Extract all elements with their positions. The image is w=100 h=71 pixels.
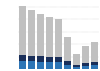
Bar <box>91 42 98 62</box>
Bar <box>28 56 35 61</box>
Bar <box>82 46 89 63</box>
Bar <box>73 54 80 65</box>
Bar <box>28 10 35 56</box>
Bar <box>82 63 89 66</box>
Bar <box>82 66 89 69</box>
Bar <box>19 61 26 69</box>
Bar <box>73 65 80 67</box>
Bar <box>73 67 80 69</box>
Bar <box>37 14 44 56</box>
Bar <box>46 62 53 69</box>
Bar <box>91 65 98 69</box>
Bar <box>55 19 62 57</box>
Bar <box>64 61 71 65</box>
Bar <box>46 17 53 57</box>
Bar <box>64 65 71 69</box>
Bar <box>28 61 35 69</box>
Bar <box>55 62 62 69</box>
Bar <box>64 37 71 61</box>
Bar <box>19 6 26 55</box>
Bar <box>37 62 44 69</box>
Bar <box>46 57 53 62</box>
Bar <box>37 56 44 62</box>
Bar <box>55 57 62 62</box>
Bar <box>91 62 98 65</box>
Bar <box>19 55 26 61</box>
